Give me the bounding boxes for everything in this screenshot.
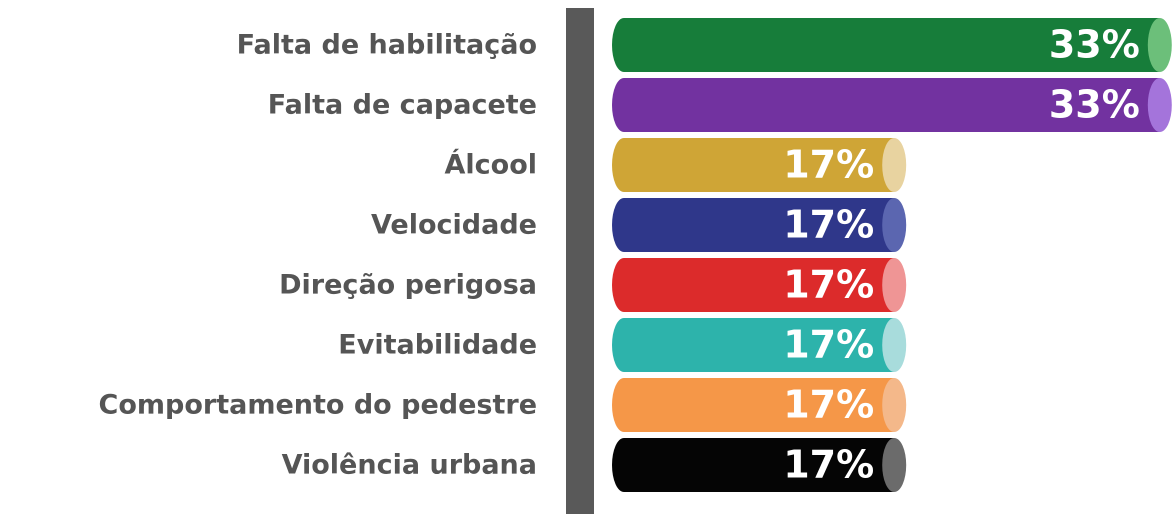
value-label: 17%: [783, 143, 874, 187]
value-label: 33%: [1049, 23, 1140, 67]
category-label: Falta de capacete: [268, 90, 537, 121]
category-label: Comportamento do pedestre: [99, 390, 538, 421]
bar: [612, 198, 895, 252]
value-label: 17%: [783, 203, 874, 247]
bar-cap: [882, 138, 907, 192]
value-label: 17%: [783, 443, 874, 487]
bar-cap: [1147, 18, 1172, 72]
category-label: Velocidade: [371, 210, 537, 241]
value-label: 17%: [783, 323, 874, 367]
category-label: Direção perigosa: [279, 270, 537, 301]
category-label: Evitabilidade: [338, 330, 537, 361]
bar-cap: [882, 378, 907, 432]
category-label: Álcool: [444, 149, 537, 181]
bar: [612, 378, 895, 432]
bar-cap: [882, 258, 907, 312]
bar-cap: [882, 318, 907, 372]
bar: [612, 78, 1160, 132]
category-label: Falta de habilitação: [237, 30, 537, 61]
bar: [612, 438, 895, 492]
value-label: 33%: [1049, 83, 1140, 127]
bar: [612, 318, 895, 372]
bar-cap: [882, 438, 907, 492]
category-label: Violência urbana: [282, 450, 537, 481]
bar: [612, 138, 895, 192]
bar-cap: [1147, 78, 1172, 132]
bar: [612, 258, 895, 312]
bar-cap: [882, 198, 907, 252]
value-label: 17%: [783, 263, 874, 307]
axis-bar: [566, 8, 594, 514]
value-label: 17%: [783, 383, 874, 427]
bar: [612, 18, 1160, 72]
